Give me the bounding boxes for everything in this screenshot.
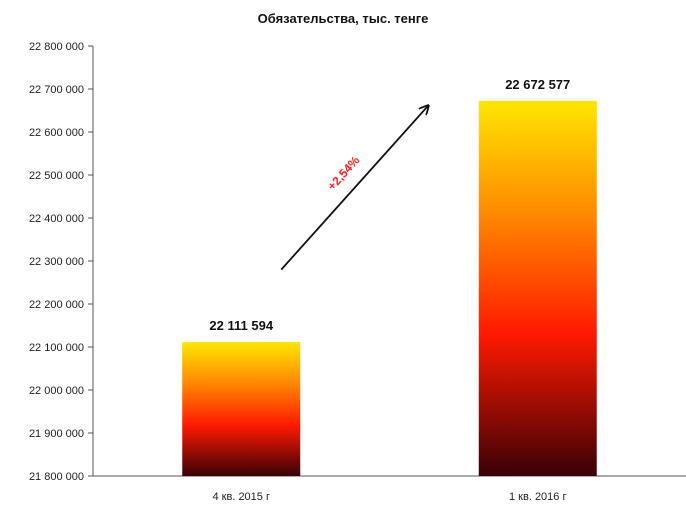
bars [182, 100, 597, 476]
y-tick-label: 22 000 000 [29, 385, 84, 397]
y-tick-label: 22 800 000 [29, 41, 84, 53]
bar [478, 100, 597, 476]
growth-arrow [280, 106, 428, 271]
y-tick-label: 22 600 000 [29, 127, 84, 139]
x-tick-label: 1 кв. 2016 г [509, 491, 566, 503]
y-tick-label: 22 100 000 [29, 342, 84, 354]
y-tick-label: 21 800 000 [29, 471, 84, 483]
bar [182, 342, 301, 476]
y-tick-label: 22 700 000 [29, 84, 84, 96]
y-tick-label: 22 500 000 [29, 170, 84, 182]
bar-value-label: 22 672 577 [505, 77, 570, 92]
y-tick-label: 22 400 000 [29, 213, 84, 225]
y-tick-label: 22 300 000 [29, 256, 84, 268]
bar-value-label: 22 111 594 [209, 318, 273, 333]
growth-annotation: +2,54% [280, 106, 428, 271]
data-labels: 22 111 594 4 кв. 2015 г 22 672 577 1 кв. 20… [209, 77, 570, 503]
growth-percent-label: +2,54% [325, 153, 363, 193]
chart-title: Обязательства, тыс. тенге [258, 11, 429, 26]
y-tick-label: 21 900 000 [29, 428, 84, 440]
x-tick-label: 4 кв. 2015 г [213, 491, 270, 503]
y-tick-label: 22 200 000 [29, 299, 84, 311]
axes: 21 800 000 21 900 000 22 000 000 22 100 000… [29, 41, 686, 483]
